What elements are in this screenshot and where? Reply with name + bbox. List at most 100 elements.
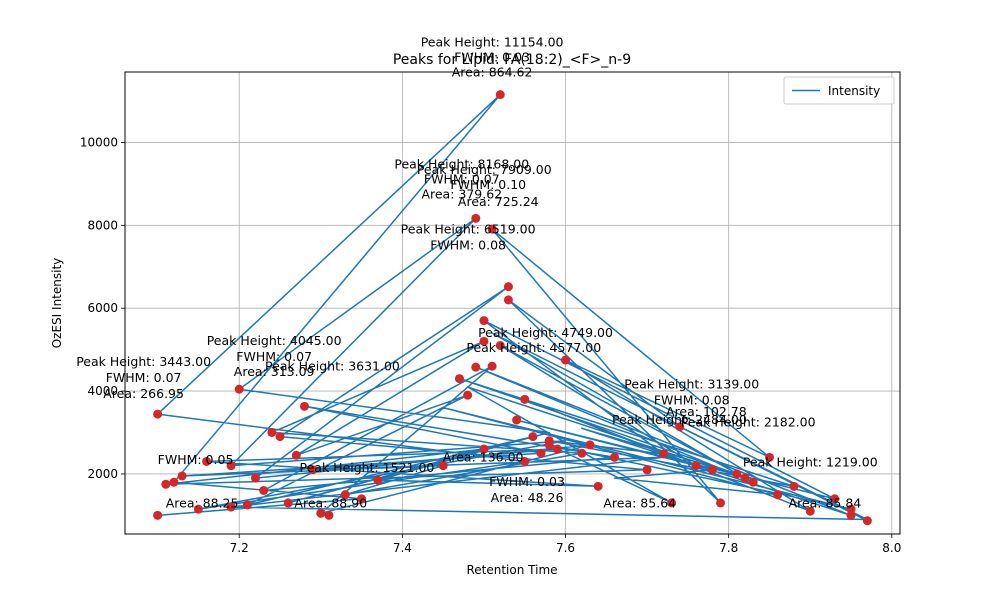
peak-marker-33 [487,361,497,371]
peak-annotation-19: FWHM: 0.08 [654,393,730,408]
peak-marker-56 [707,465,717,475]
y-axis-label: OzESI Intensity [50,258,64,349]
peak-annotation-21: Peak Height: 4577.00 [466,340,601,355]
peak-marker-4 [177,471,187,481]
peak-annotation-16: FWHM: 0.07 [106,370,182,385]
peak-annotation-25: Area: 48.26 [491,490,564,505]
peak-marker-21 [340,490,350,500]
peak-marker-38 [512,415,522,425]
peak-annotation-17: Area: 266.95 [103,386,184,401]
peak-marker-63 [789,481,799,491]
peak-marker-36 [503,282,513,292]
peak-marker-42 [536,448,546,458]
peak-marker-12 [259,485,269,495]
peak-annotation-0: Peak Height: 11154.00 [421,35,564,50]
peak-annotation-20: Peak Height: 4749.00 [478,325,613,340]
peak-marker-40 [520,394,530,404]
peak-marker-7 [226,461,236,471]
peak-marker-54 [675,422,685,432]
peak-annotation-5: Area: 379.62 [421,186,502,201]
peak-annotation-26: Peak Height: 2182.00 [681,414,816,429]
peak-marker-24 [438,461,448,471]
peak-annotation-24: FWHM: 0.03 [489,474,565,489]
chart-title: Peaks for Lipid: FA(18:2)_<F>_n-9 [393,52,631,68]
peak-annotation-7: FWHM: 0.10 [450,177,526,192]
peak-marker-14 [275,432,285,442]
peak-annotation-9: Peak Height: 6519.00 [401,222,536,237]
peak-annotation-6: Peak Height: 7909.00 [417,162,552,177]
peak-marker-8 [226,502,236,512]
peak-marker-13 [267,427,277,437]
peak-annotation-31: Area: 88.90 [294,495,367,510]
marker-layer [153,90,872,526]
peak-marker-18 [308,465,318,475]
peak-annotation-23: Peak Height: 1521.00 [300,460,435,475]
peak-marker-3 [169,477,179,487]
peak-marker-59 [740,473,750,483]
x-axis-ticks: 7.2 7.4 7.6 7.8 8.0 [230,534,901,555]
peak-marker-51 [642,465,652,475]
y-tick-label-4: 10000 [80,135,118,149]
x-tick-label-1: 7.4 [393,541,412,555]
y-tick-label-3: 8000 [87,218,118,232]
peak-annotation-13: Area: 313.09 [234,364,315,379]
peak-marker-34 [495,90,505,100]
peak-marker-17 [299,401,309,411]
peak-marker-6 [202,456,212,466]
peak-marker-46 [561,355,571,365]
peak-marker-35 [495,340,505,350]
peak-marker-52 [658,449,668,459]
peak-marker-26 [463,390,473,400]
peak-marker-44 [544,440,554,450]
peak-marker-66 [846,510,856,520]
peak-marker-25 [454,374,464,384]
x-tick-label-0: 7.2 [230,541,249,555]
peak-marker-19 [316,508,326,518]
peak-annotation-32: Area: 102.78 [666,404,747,419]
peak-annotation-14: Peak Height: 3631.00 [265,358,400,373]
peak-annotation-18: Peak Height: 3139.00 [624,377,759,392]
peak-marker-60 [748,477,758,487]
peak-annotation-15: Peak Height: 3443.00 [76,354,211,369]
peak-annotation-11: Peak Height: 4045.00 [207,333,342,348]
peak-annotation-22: Peak Height: 2484.00 [612,412,747,427]
peak-marker-50 [609,452,619,462]
peak-marker-22 [357,494,367,504]
peak-annotation-4: FWHM: 0.07 [424,171,500,186]
peak-marker-23 [373,475,383,485]
x-tick-label-2: 7.6 [556,541,575,555]
peak-marker-2 [161,479,171,489]
peak-annotation-30: Area: 88.25 [166,495,239,510]
peak-annotation-28: Area: 85.64 [603,495,676,510]
peak-marker-41 [528,432,538,442]
peak-marker-29 [479,336,489,346]
peak-marker-64 [805,506,815,516]
peak-annotation-8: Area: 725.24 [458,194,539,209]
peak-marker-39 [520,456,530,466]
peak-marker-9 [234,384,244,394]
peak-marker-47 [577,448,587,458]
plot-frame [124,71,901,535]
y-tick-label-0: 2000 [87,467,118,481]
peak-annotation-10: FWHM: 0.08 [430,238,506,253]
peak-marker-65 [830,494,840,504]
peak-annotation-33: FWHM: 0.05 [158,452,234,467]
peak-marker-1 [153,409,163,419]
peak-marker-61 [764,452,774,462]
peak-marker-10 [242,500,252,510]
peak-marker-20 [324,510,334,520]
peak-marker-28 [471,362,481,372]
x-tick-label-4: 8.0 [882,541,901,555]
x-axis-label: Retention Time [466,563,557,577]
peak-marker-58 [732,469,742,479]
peak-marker-31 [479,316,489,326]
legend: Intensity [783,76,895,105]
peak-marker-62 [773,490,783,500]
peak-marker-5 [193,504,203,514]
y-tick-label-2: 6000 [87,301,118,315]
peak-marker-0 [153,510,163,520]
peak-marker-48 [585,440,595,450]
peak-annotation-34: Area: 136.00 [443,450,524,465]
